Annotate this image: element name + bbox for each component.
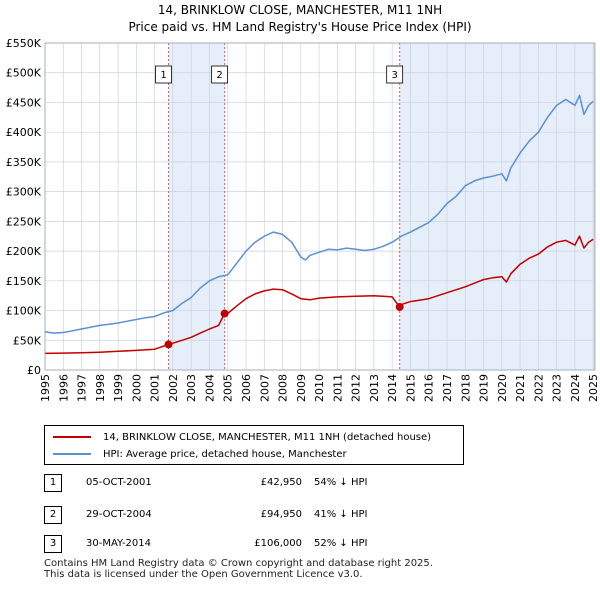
y-tick-label: £250K xyxy=(6,215,42,228)
x-tick-label: 2023 xyxy=(551,374,564,402)
legend-hpi-label: HPI: Average price, detached house, Manc… xyxy=(103,448,347,460)
x-tick-label: 2018 xyxy=(459,374,472,402)
x-tick-label: 2019 xyxy=(478,374,491,402)
hpi-series-line xyxy=(44,94,594,334)
x-tick-label: 1997 xyxy=(76,374,89,402)
x-tick-label: 2007 xyxy=(258,374,271,402)
x-tick-label: 2002 xyxy=(167,374,180,402)
transaction-date: 30-MAY-2014 xyxy=(86,538,152,549)
price-chart: £0 £50K £100K £150K £200K £250K £300K £350K £400… xyxy=(6,37,600,402)
transaction-number: 3 xyxy=(44,535,62,553)
x-tick-label: 2005 xyxy=(222,374,235,402)
x-tick-label: 2017 xyxy=(441,374,454,402)
x-tick-label: 2013 xyxy=(368,374,381,402)
future-hatch xyxy=(593,43,595,370)
transaction-price: £106,000 xyxy=(254,538,302,549)
x-tick-label: 2016 xyxy=(423,374,436,402)
transaction-date: 29-OCT-2004 xyxy=(86,509,152,520)
transaction-point xyxy=(395,302,404,311)
marker-label: 2 xyxy=(216,70,222,81)
x-tick-label: 2012 xyxy=(350,374,363,402)
legend-property-label: 14, BRINKLOW CLOSE, MANCHESTER, M11 1NH … xyxy=(103,431,432,443)
chart-title-line2: Price paid vs. HM Land Registry's House … xyxy=(128,20,472,34)
x-tick-label: 1996 xyxy=(57,374,70,402)
y-tick-label: £200K xyxy=(6,245,42,258)
chart-title-line1: 14, BRINKLOW CLOSE, MANCHESTER, M11 1NH xyxy=(157,3,443,17)
transaction-point xyxy=(164,340,173,349)
x-tick-label: 2015 xyxy=(404,374,417,402)
x-tick-label: 2022 xyxy=(532,374,545,402)
y-tick-label: £500K xyxy=(6,67,42,80)
x-tick-label: 2004 xyxy=(203,374,216,402)
footer-copyright: Contains HM Land Registry data © Crown c… xyxy=(44,558,433,569)
footer: Contains HM Land Registry data © Crown c… xyxy=(44,558,433,580)
y-tick-label: £150K xyxy=(6,275,42,288)
x-tick-label: 1998 xyxy=(94,374,107,402)
x-tick-label: 2006 xyxy=(240,374,253,402)
transaction-price: £42,950 xyxy=(260,477,302,488)
x-tick-label: 2009 xyxy=(295,374,308,402)
legend-property-swatch xyxy=(53,436,91,438)
x-tick-label: 2000 xyxy=(130,374,143,402)
transaction-number: 2 xyxy=(44,506,62,524)
legend-hpi-swatch xyxy=(53,453,91,455)
x-tick-label: 2011 xyxy=(331,374,344,402)
transaction-point xyxy=(220,309,229,318)
y-tick-label: £450K xyxy=(6,96,42,109)
legend: 14, BRINKLOW CLOSE, MANCHESTER, M11 1NH … xyxy=(44,425,464,465)
marker-label-box xyxy=(386,65,404,84)
transaction-hpi-diff: 54% ↓ HPI xyxy=(314,477,368,488)
x-tick-label: 1999 xyxy=(112,374,125,402)
property-series-line xyxy=(44,235,594,355)
transaction-price: £94,950 xyxy=(260,509,302,520)
x-tick-label: 2001 xyxy=(149,374,162,402)
shaded-band xyxy=(168,43,225,370)
transaction-hpi-diff: 41% ↓ HPI xyxy=(314,509,368,520)
x-tick-label: 2008 xyxy=(277,374,290,402)
y-tick-label: £400K xyxy=(6,126,42,139)
marker-label: 3 xyxy=(391,70,397,81)
transaction-date: 05-OCT-2001 xyxy=(86,477,152,488)
marker-label: 1 xyxy=(160,70,166,81)
transaction-hpi-diff: 52% ↓ HPI xyxy=(314,538,368,549)
transaction-number: 1 xyxy=(44,474,62,492)
x-tick-label: 2025 xyxy=(587,374,600,402)
footer-licence: This data is licensed under the Open Gov… xyxy=(44,568,363,580)
x-tick-label: 1995 xyxy=(39,374,52,402)
marker-label-box xyxy=(211,65,229,84)
y-tick-label: £50K xyxy=(13,334,42,347)
x-tick-label: 2020 xyxy=(496,374,509,402)
legend-item-hpi: HPI: Average price, detached house, Manc… xyxy=(53,446,347,462)
legend-item-property: 14, BRINKLOW CLOSE, MANCHESTER, M11 1NH … xyxy=(53,429,431,445)
y-tick-label: £550K xyxy=(6,37,42,50)
y-tick-label: £0 xyxy=(27,364,41,377)
x-tick-label: 2003 xyxy=(185,374,198,402)
y-tick-label: £300K xyxy=(6,186,42,199)
y-tick-label: £100K xyxy=(6,305,42,318)
marker-label-box xyxy=(155,65,172,84)
y-tick-label: £350K xyxy=(6,156,42,169)
shaded-band xyxy=(399,43,595,370)
x-tick-label: 2010 xyxy=(313,374,326,402)
x-tick-label: 2024 xyxy=(569,374,582,402)
plot-border xyxy=(44,42,596,371)
x-tick-label: 2014 xyxy=(386,374,399,402)
x-tick-label: 2021 xyxy=(514,374,527,402)
